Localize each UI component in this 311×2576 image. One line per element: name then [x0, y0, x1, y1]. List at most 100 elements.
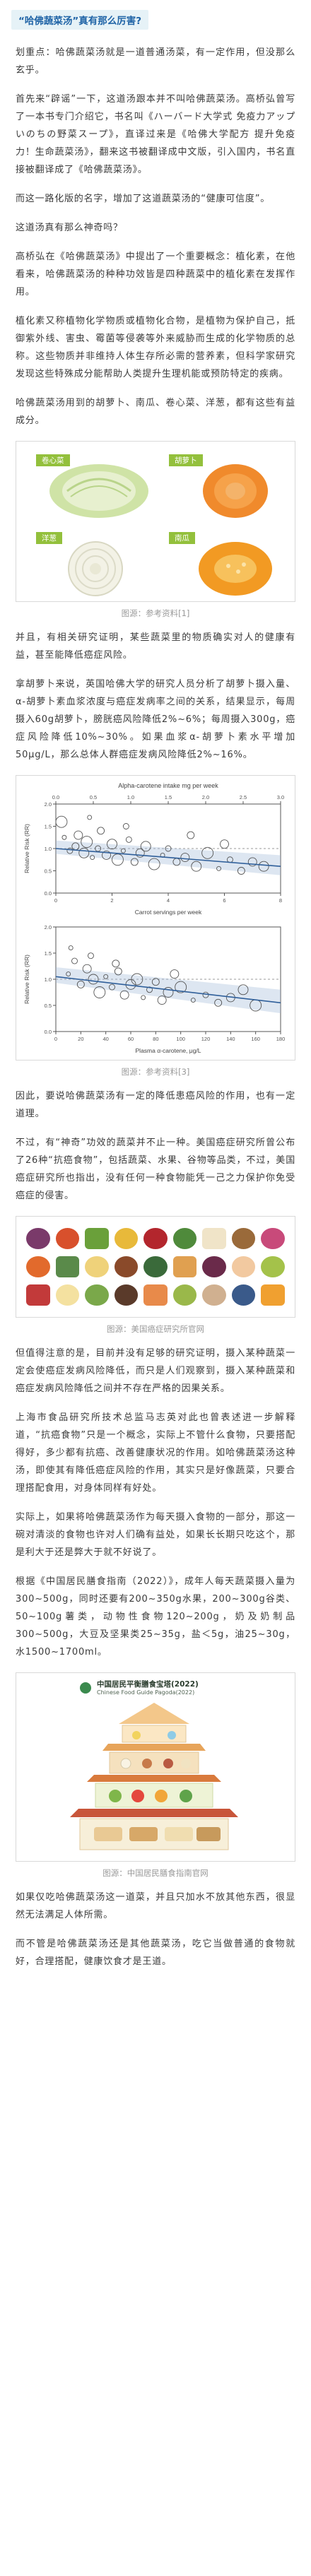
pagoda-eave-3 [87, 1775, 221, 1782]
data-point [140, 841, 151, 852]
top-tick-label: 3.0 [277, 794, 284, 800]
data-point [102, 850, 112, 860]
x-tick-label: 6 [223, 897, 225, 904]
x-axis-label: Carrot servings per week [135, 909, 202, 916]
x-tick-label: 4 [167, 897, 170, 904]
food-pagoda-illustration [70, 1703, 238, 1850]
data-point [201, 846, 214, 859]
food-tile [55, 1284, 80, 1306]
chart-title: Alpha-carotene intake mg per week [118, 782, 218, 789]
cabbage-icon [49, 464, 148, 518]
pagoda-figure: 中国居民平衡膳食宝塔(2022) Chinese Food Guide Pago… [16, 1672, 295, 1879]
food-tile [85, 1228, 109, 1249]
x-tick-label: 100 [176, 1036, 185, 1042]
paragraph-4: 这道汤真有那么神奇吗？ [16, 223, 123, 233]
article: “哈佛蔬菜汤”真有那么厉害? 划重点：哈佛蔬菜汤就是一道普通汤菜，有一定作用，但… [0, 0, 311, 1967]
paragraph-1: 划重点：哈佛蔬菜汤就是一道普通汤菜，有一定作用，但没那么玄乎。 [16, 47, 295, 76]
y-tick-label: 0.5 [45, 868, 52, 875]
veg-cabbage: 卷心菜 [36, 454, 149, 519]
top-tick-label: 2.0 [202, 794, 209, 800]
data-point [61, 834, 67, 840]
paragraph-3: 而这一路化版的名字，增加了这道蔬菜汤的“健康可信度”。 [16, 194, 271, 204]
data-point [163, 987, 174, 998]
x-tick-label: 80 [153, 1036, 158, 1042]
data-point [187, 831, 195, 839]
vegetables-image: 卷心菜 胡萝卜 洋 [16, 441, 295, 602]
data-point [78, 847, 90, 858]
data-point [175, 981, 187, 993]
data-point [88, 952, 94, 959]
data-point [151, 978, 160, 986]
food-tile [114, 1256, 139, 1277]
data-point [170, 969, 180, 979]
pagoda-title: 中国居民平衡膳食宝塔(2022) [97, 1680, 199, 1689]
x-tick-label: 8 [279, 897, 282, 904]
y-tick-label: 1.5 [45, 824, 52, 830]
paragraph-15: 根据《中国居民膳食指南（2022）》，成年人每天蔬菜摄入量为300~500g，同… [16, 1576, 295, 1658]
paragraph-2: 首先来“辟谣”一下，这道汤跟本并不叫哈佛蔬菜汤。高桥弘曾写了一本书专门介绍它，书… [16, 94, 295, 175]
x-tick-label: 2 [110, 897, 113, 904]
x-tick-label: 40 [102, 1036, 108, 1042]
data-point [119, 990, 129, 1000]
y-tick-label: 1.0 [45, 846, 52, 852]
food-tile [231, 1256, 256, 1277]
food-tile [261, 1256, 285, 1277]
title-wrap: “哈佛蔬菜汤”真有那么厉害? [0, 0, 311, 37]
top-tick-label: 1.5 [165, 794, 172, 800]
food-tile [143, 1284, 168, 1306]
food-tile [85, 1284, 109, 1306]
food-tile [55, 1256, 80, 1277]
pagoda-tier-1 [122, 1725, 187, 1743]
data-point [165, 845, 172, 852]
paragraph-8: 并且，有相关研究证明，某些蔬菜里的物质确实对人的健康有益，甚至能降低癌症风险。 [16, 632, 295, 661]
x-tick-label: 0 [54, 1036, 57, 1042]
data-point [130, 858, 139, 866]
top-tick-label: 0.5 [90, 794, 97, 800]
chart-image: Alpha-carotene intake mg per week 0.0 0.5 1… [16, 775, 295, 1060]
paragraph-10: 因此，要说哈佛蔬菜汤有一定的降低患癌风险的作用，也有一定道理。 [16, 1091, 295, 1119]
paragraph-9: 拿胡萝卜来说，英国哈佛大学的研究人员分析了胡萝卜摄入量、α-胡萝卜素血浆浓度与癌… [16, 679, 295, 760]
data-point [55, 815, 68, 828]
data-point [81, 836, 93, 849]
data-point [141, 995, 146, 1000]
data-point [93, 986, 106, 998]
food-tile [202, 1284, 226, 1306]
food-tile [172, 1284, 197, 1306]
paragraph-17: 而不管是哈佛蔬菜汤还是其他蔬菜汤，吃它当做普通的食物就好，合理搭配，健康饮食才是… [16, 1939, 295, 1967]
food-tile [261, 1228, 285, 1249]
veg-label-cabbage: 卷心菜 [36, 454, 70, 466]
data-point [258, 861, 269, 872]
food-tile [114, 1228, 139, 1249]
pagoda-eave-2 [102, 1744, 206, 1751]
veg-onion: 洋葱 [36, 532, 149, 597]
veg-label-carrot: 胡萝卜 [169, 454, 203, 466]
y-tick-label: 2.0 [45, 924, 52, 930]
data-point [112, 959, 120, 968]
data-point [148, 858, 160, 870]
food-tile [231, 1284, 256, 1306]
data-point [122, 823, 129, 829]
data-point [88, 974, 99, 985]
food-tile [26, 1228, 50, 1249]
pagoda-subtitle: Chinese Food Guide Pagoda(2022) [97, 1689, 195, 1696]
top-tick-label: 1.0 [127, 794, 134, 800]
data-point [146, 986, 153, 993]
food-tile [26, 1284, 50, 1306]
veg-carrot: 胡萝卜 [169, 454, 282, 519]
paragraph-11: 不过，有“神奇”功效的蔬菜并不止一种。美国癌症研究所曾公布了26种“抗癌食物”，… [16, 1138, 295, 1201]
food-tile [26, 1256, 50, 1277]
paragraph-16: 如果仅吃哈佛蔬菜汤这一道菜，并且只加水不放其他东西，很显然无法满足人体所需。 [16, 1892, 295, 1920]
data-point [109, 983, 115, 991]
x-tick-label: 140 [226, 1036, 235, 1042]
foods-image [16, 1216, 295, 1318]
vegetables-caption: 图源：参考资料[1] [121, 608, 190, 618]
food-tile [202, 1256, 226, 1277]
y-tick-label: 1.5 [45, 950, 52, 957]
y-axis-label: Relative Risk (RR) [23, 824, 30, 873]
pagoda-image: 中国居民平衡膳食宝塔(2022) Chinese Food Guide Pago… [16, 1672, 295, 1862]
paragraph-6: 植化素又称植物化学物质或植物化合物，是植物为保护自己，抵御紫外线、害虫、霉菌等侵… [16, 316, 295, 379]
pumpkin-icon [199, 542, 272, 596]
pagoda-caption: 图源：中国居民膳食指南官网 [102, 1868, 209, 1878]
paragraph-7: 哈佛蔬菜汤用到的胡萝卜、南瓜、卷心菜、洋葱，都有这些有益成分。 [16, 398, 295, 426]
data-point [97, 827, 105, 835]
